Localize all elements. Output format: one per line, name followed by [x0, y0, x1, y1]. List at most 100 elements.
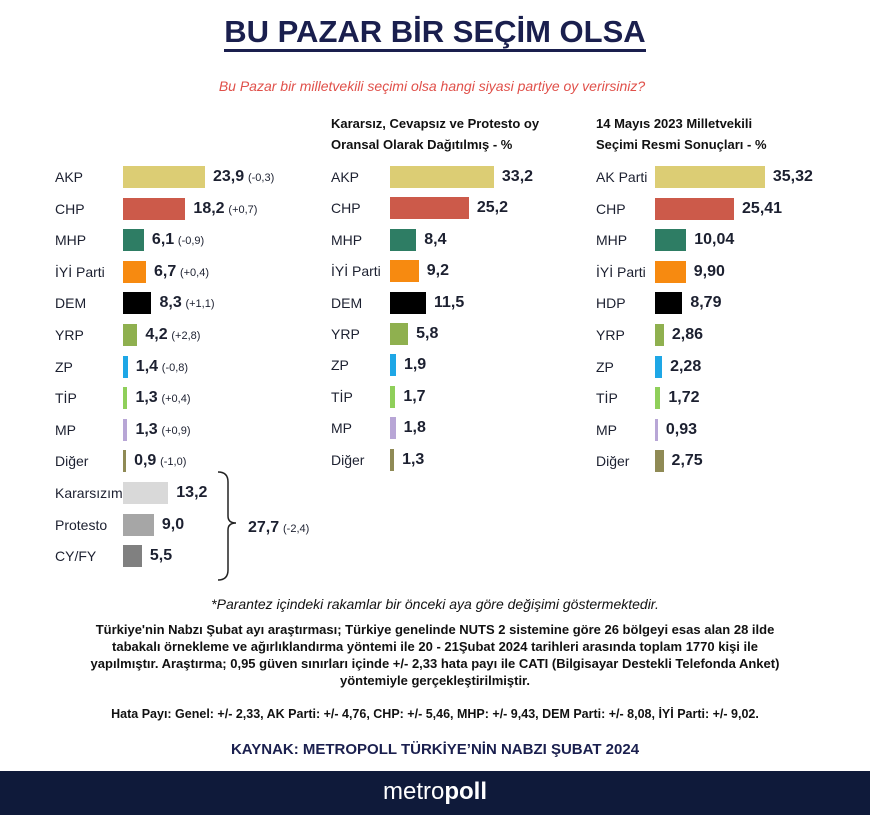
value-label: 13,2	[176, 484, 208, 501]
bar	[123, 450, 127, 473]
category-label: MHP	[331, 231, 363, 248]
bar	[123, 355, 128, 378]
change-label: (-0,3)	[247, 172, 275, 184]
change-label: (+2,8)	[171, 330, 201, 342]
value-label: 10,04	[694, 231, 735, 249]
category-label: İYİ Parti	[596, 263, 646, 280]
category-label: CHP	[596, 200, 626, 217]
bar	[390, 291, 426, 314]
bar	[123, 166, 205, 188]
value-label: 9,2	[426, 262, 450, 280]
brand-bar: metropoll	[0, 771, 870, 815]
bar	[655, 324, 664, 346]
value-label: 1,3	[135, 389, 158, 407]
category-label: CHP	[331, 200, 361, 217]
value-label: 25,2	[476, 199, 509, 217]
note: *Parantez içindeki rakamlar bir önceki a…	[211, 596, 659, 612]
value-label: 0,93	[665, 420, 698, 438]
bracket	[217, 471, 237, 581]
category-label: TİP	[55, 390, 77, 407]
value-label: 0,9	[134, 452, 157, 470]
bar	[390, 385, 396, 408]
change-label: (+0,4)	[161, 393, 191, 406]
change-label: (-0,9)	[177, 235, 205, 248]
bar	[655, 418, 658, 441]
value-label: 8,4	[424, 230, 447, 248]
value-label: 1,7	[403, 387, 426, 405]
bar	[123, 260, 146, 283]
category-label: AKP	[331, 169, 360, 185]
change-label: (+0,4)	[179, 266, 210, 279]
value-label: 6,1	[151, 231, 175, 249]
value-label: 2,28	[670, 357, 702, 375]
chart-title: Oransal Olarak Dağıtılmış - %	[331, 137, 513, 152]
category-label: Diğer	[55, 453, 89, 470]
group-total: 27,7	[248, 519, 280, 536]
category-label: MP	[596, 421, 617, 438]
value-label: 25,41	[742, 199, 783, 217]
error-margin: Hata Payı: Genel: +/- 2,33, AK Parti: +/…	[111, 707, 759, 721]
category-label: TİP	[331, 388, 353, 405]
brand-light: metro	[382, 778, 445, 805]
category-label: DEM	[331, 294, 363, 311]
bar	[655, 355, 663, 378]
value-label: 1,9	[403, 356, 427, 374]
change-label: (+0,7)	[228, 203, 258, 216]
brand-bold: poll	[444, 778, 487, 805]
bar	[390, 260, 419, 283]
value-label: 9,90	[693, 262, 725, 280]
value-label: 35,32	[772, 168, 813, 185]
bar	[655, 450, 664, 473]
bar	[655, 197, 735, 220]
bar	[123, 418, 128, 441]
category-label: ZP	[596, 358, 614, 375]
value-label: 23,9	[212, 168, 245, 185]
change-label: (-0,8)	[161, 361, 189, 374]
category-label: Kararsızım	[55, 485, 123, 501]
method-line: tabakalı örnekleme ve ağırlıklandırma yö…	[112, 639, 758, 654]
title: BU PAZAR BİR SEÇİM OLSA	[0, 14, 870, 52]
value-label: 1,3	[402, 450, 425, 468]
group-change: (-2,4)	[283, 523, 310, 535]
category-label: DEM	[55, 295, 87, 312]
category-label: CHP	[55, 200, 85, 217]
category-label: YRP	[55, 327, 84, 343]
bar	[390, 323, 409, 345]
bar	[123, 292, 152, 315]
value-label: 1,8	[403, 419, 426, 437]
category-label: ZP	[331, 357, 349, 374]
question: Bu Pazar bir milletvekili seçimi olsa ha…	[218, 78, 646, 94]
category-label: MP	[331, 420, 352, 437]
category-label: AKP	[55, 169, 84, 185]
category-label: MP	[55, 421, 76, 438]
category-label: YRP	[596, 327, 625, 343]
value-label: 5,5	[149, 547, 173, 565]
method-line: yöntemiyle gerçekleştirilmiştir.	[339, 673, 531, 688]
bar	[390, 448, 395, 471]
source: KAYNAK: METROPOLL TÜRKİYE’NİN NABZI ŞUBA…	[230, 741, 640, 758]
category-label: HDP	[596, 295, 626, 312]
change-label: (+1,1)	[185, 298, 215, 311]
category-label: Diğer	[331, 451, 365, 468]
category-label: YRP	[331, 326, 360, 342]
chart-title: Seçimi Resmi Sonuçları - %	[596, 137, 767, 152]
bar	[123, 387, 128, 410]
bar	[655, 166, 765, 188]
category-label: ZP	[55, 358, 73, 375]
bar	[655, 292, 683, 315]
value-label: 18,2	[193, 199, 225, 217]
value-label: 6,7	[153, 262, 177, 280]
value-label: 4,2	[145, 326, 168, 343]
value-label: 2,86	[671, 326, 704, 343]
method-line: yapılmıştır. Araştırma; 0,95 güven sınır…	[90, 656, 780, 671]
bar	[655, 229, 687, 252]
bar	[123, 513, 154, 536]
category-label: MHP	[596, 232, 628, 249]
value-label: 8,79	[690, 294, 722, 312]
bar	[390, 166, 494, 188]
bar	[655, 260, 686, 283]
bar	[390, 354, 396, 377]
value-label: 1,4	[135, 357, 159, 375]
bar	[655, 387, 661, 410]
bar	[123, 545, 142, 568]
